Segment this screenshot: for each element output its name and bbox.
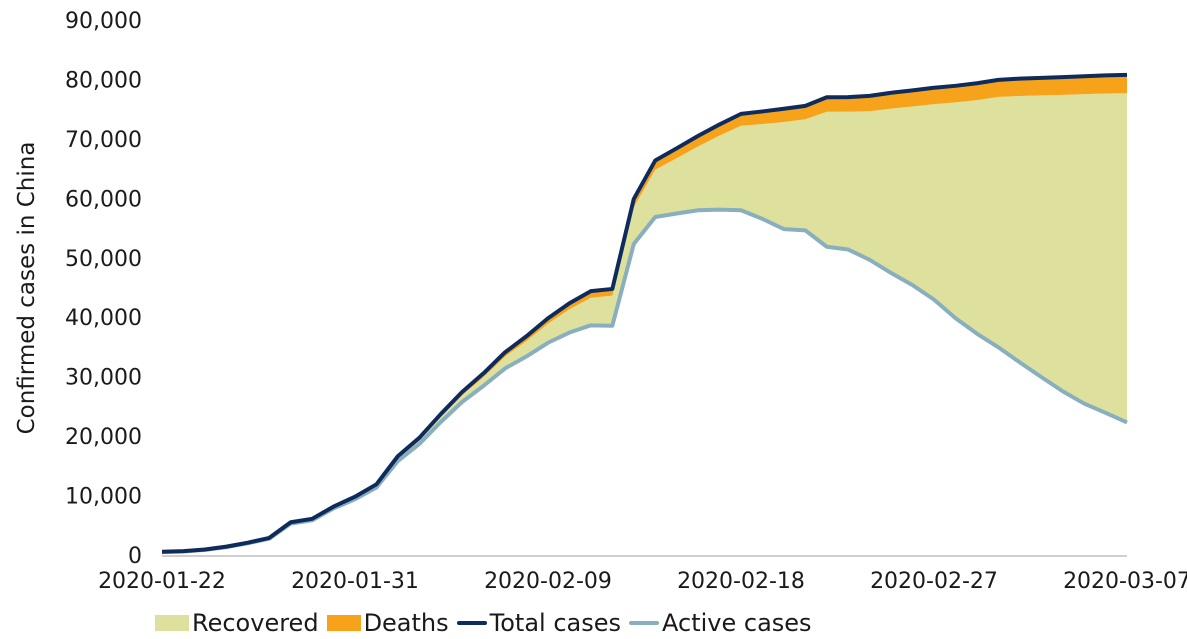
y-tick-label: 40,000 [65,306,142,331]
y-tick-label: 0 [128,544,142,569]
chart-areas [162,74,1127,553]
line-total-cases [161,72,1128,554]
legend-swatch-recovered [155,615,189,631]
x-tick-label: 2020-02-09 [484,569,612,594]
y-tick-label: 90,000 [65,9,142,34]
legend-item-total-cases: Total cases [456,609,621,637]
y-tick-label: 80,000 [65,68,142,93]
y-axis-ticks: 0 10,000 20,000 30,000 40,000 50,000 60,000 70,… [65,9,142,569]
y-tick-label: 50,000 [65,247,142,272]
x-tick-label: 2020-02-18 [677,569,805,594]
x-axis-ticks: 2020-01-22 2020-01-31 2020-02-09 2020-02-18… [98,569,1187,594]
legend-swatch-deaths [326,615,361,631]
legend-swatch-active-cases [629,621,659,625]
x-tick-label: 2020-01-22 [98,569,226,594]
y-tick-label: 60,000 [65,187,142,212]
legend-item-deaths: Deaths [326,609,449,637]
legend-label-total-cases: Total cases [489,609,621,637]
legend-swatch-total-cases [456,621,487,625]
y-axis-label: Confirmed cases in China [14,142,40,435]
legend-label-recovered: Recovered [192,609,319,637]
x-tick-label: 2020-02-27 [870,569,998,594]
legend-item-recovered: Recovered [155,609,319,637]
y-tick-label: 30,000 [65,366,142,391]
legend-label-deaths: Deaths [363,609,449,637]
x-tick-label: 2020-03-07 [1063,569,1187,594]
legend-item-active-cases: Active cases [629,609,812,637]
legend-label-active-cases: Active cases [662,609,812,637]
legend: Recovered Deaths Total cases Active case… [155,608,820,638]
chart-lines [161,72,1128,555]
area-recovered [162,93,1127,553]
x-tick-label: 2020-01-31 [291,569,419,594]
y-tick-label: 70,000 [65,128,142,153]
y-tick-label: 20,000 [65,425,142,450]
y-tick-label: 10,000 [65,485,142,510]
